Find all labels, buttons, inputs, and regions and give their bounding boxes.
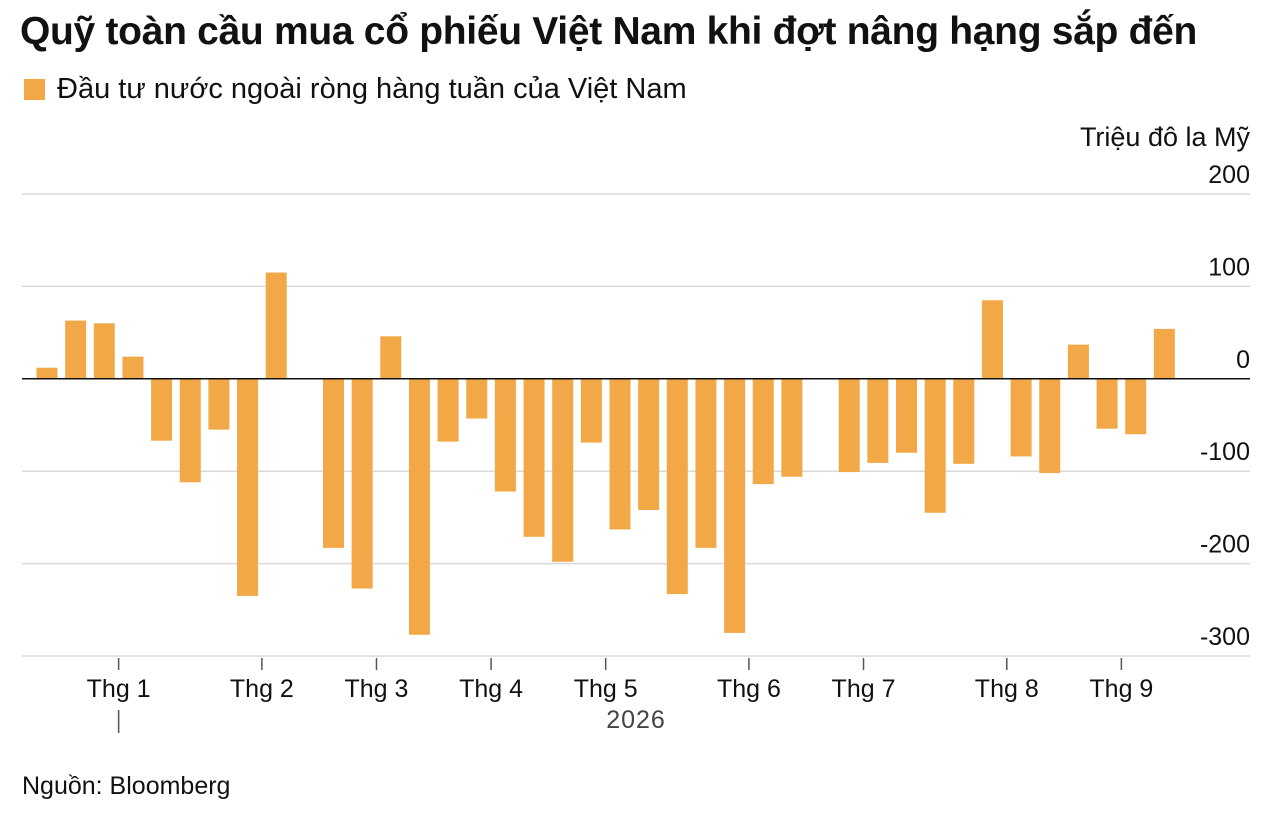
bar: [1067, 344, 1089, 379]
bar: [695, 378, 717, 548]
x-tick-label: Thg 1: [87, 675, 151, 703]
legend: Đầu tư nước ngoài ròng hàng tuần của Việ…: [24, 72, 687, 106]
bar: [609, 378, 631, 530]
y-tick-label: 200: [1208, 161, 1250, 189]
bar: [323, 378, 344, 548]
bar: [1096, 378, 1118, 429]
bar: [179, 378, 201, 483]
bar: [924, 378, 946, 513]
bar: [867, 378, 889, 463]
bar: [237, 378, 259, 596]
bar: [1010, 378, 1032, 457]
bar: [36, 367, 58, 379]
bar: [265, 272, 287, 379]
bar: [638, 378, 660, 511]
bar: [208, 378, 230, 430]
x-tick-label: Thg 9: [1089, 675, 1153, 703]
bar: [781, 378, 803, 477]
bar: [752, 378, 774, 485]
bar: [437, 378, 459, 442]
bar: [408, 378, 430, 635]
x-tick-label: Thg 6: [717, 675, 781, 703]
bar: [523, 378, 545, 537]
y-tick-label: 100: [1208, 253, 1250, 281]
bar: [724, 378, 746, 633]
bar: [151, 378, 173, 441]
bar: [1039, 378, 1061, 474]
y-tick-label: -300: [1200, 623, 1250, 651]
bar: [552, 378, 574, 562]
bar: [580, 378, 602, 443]
y-axis-unit-label: Triệu đô la Mỹ: [1079, 122, 1250, 152]
bar: [1153, 328, 1175, 379]
y-tick-label: 0: [1236, 346, 1250, 374]
bar: [838, 378, 860, 473]
y-tick-label: -100: [1200, 438, 1250, 466]
legend-label: Đầu tư nước ngoài ròng hàng tuần của Việ…: [57, 72, 687, 105]
bar: [93, 323, 115, 379]
year-label: 2026: [606, 706, 666, 734]
x-tick-label: Thg 8: [975, 675, 1039, 703]
bar: [494, 378, 516, 492]
bar: [896, 378, 917, 453]
legend-swatch: [24, 78, 45, 100]
bar: [351, 378, 373, 589]
bar: [953, 378, 975, 464]
bar: [1125, 378, 1147, 435]
chart-title: Quỹ toàn cầu mua cổ phiếu Việt Nam khi đ…: [20, 10, 1198, 53]
bar: [122, 356, 144, 379]
x-tick-label: Thg 4: [459, 675, 523, 703]
bar: [65, 320, 87, 379]
x-tick-label: Thg 3: [345, 675, 409, 703]
source-note: Nguồn: Bloomberg: [22, 772, 231, 800]
y-tick-label: -200: [1200, 531, 1250, 559]
x-tick-label: Thg 5: [574, 675, 638, 703]
x-tick-label: Thg 2: [230, 675, 294, 703]
bar: [666, 378, 688, 595]
bar: [466, 378, 488, 419]
bar: [380, 336, 402, 379]
bar: [981, 300, 1003, 379]
x-tick-label: Thg 7: [832, 675, 896, 703]
